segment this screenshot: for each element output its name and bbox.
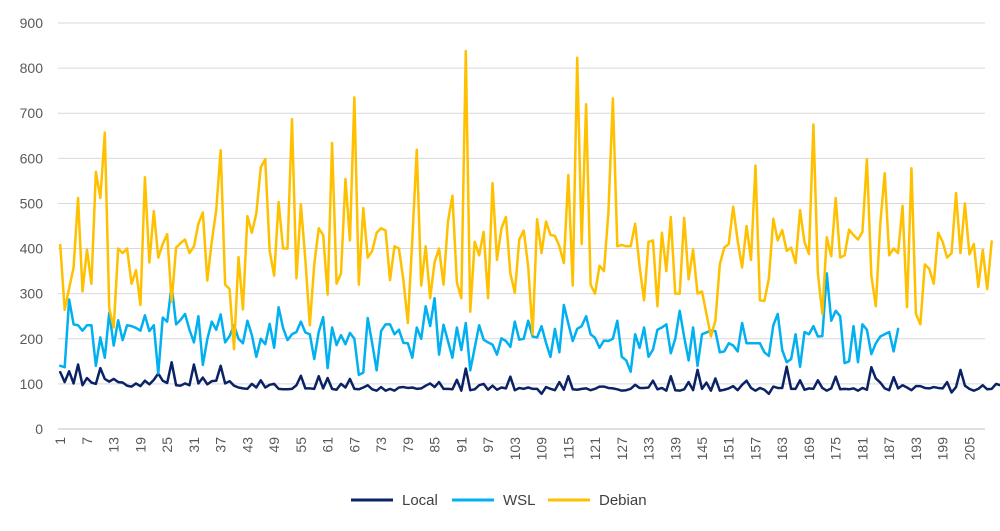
y-tick-label-700: 700 bbox=[20, 105, 44, 121]
x-tick-label-31: 31 bbox=[186, 437, 202, 453]
gridlines bbox=[58, 22, 985, 385]
x-tick-label-181: 181 bbox=[854, 437, 870, 461]
x-tick-label-79: 79 bbox=[400, 437, 416, 453]
y-tick-label-600: 600 bbox=[20, 150, 44, 166]
series-lines bbox=[58, 49, 1000, 396]
x-tick-label-145: 145 bbox=[694, 437, 710, 461]
x-tick-label-115: 115 bbox=[560, 437, 576, 460]
x-tick-label-73: 73 bbox=[373, 437, 389, 453]
x-tick-label-25: 25 bbox=[159, 437, 175, 453]
x-tick-label-163: 163 bbox=[774, 437, 790, 461]
x-tick-label-109: 109 bbox=[534, 437, 550, 461]
x-tick-label-169: 169 bbox=[801, 437, 817, 461]
legend: Local WSL Debian bbox=[351, 492, 647, 509]
x-tick-label-157: 157 bbox=[747, 437, 763, 461]
x-tick-label-37: 37 bbox=[213, 437, 229, 453]
x-tick-label-199: 199 bbox=[935, 437, 951, 461]
x-tick-label-91: 91 bbox=[453, 437, 469, 453]
y-tick-label-300: 300 bbox=[20, 286, 44, 302]
x-axis-tick-labels: 1 7 13 19 25 31 37 43 49 55 61 67 73 79 85 91 97 103 109 11… bbox=[52, 437, 977, 461]
x-tick-label-127: 127 bbox=[614, 437, 630, 461]
x-tick-label-43: 43 bbox=[239, 437, 255, 453]
y-axis-tick-labels: 0 100 200 300 400 500 600 700 800 900 bbox=[20, 15, 44, 437]
series-line-local bbox=[58, 360, 1000, 396]
x-tick-label-151: 151 bbox=[721, 437, 737, 461]
y-tick-label-900: 900 bbox=[20, 15, 44, 31]
y-tick-label-100: 100 bbox=[20, 376, 44, 392]
x-tick-label-103: 103 bbox=[507, 437, 523, 461]
x-tick-label-133: 133 bbox=[641, 437, 657, 461]
y-tick-label-400: 400 bbox=[20, 241, 44, 257]
y-tick-label-0: 0 bbox=[35, 421, 43, 437]
y-tick-label-800: 800 bbox=[20, 60, 44, 76]
x-tick-label-85: 85 bbox=[427, 437, 443, 453]
x-tick-label-187: 187 bbox=[881, 437, 897, 461]
x-tick-label-205: 205 bbox=[961, 437, 977, 461]
x-tick-label-139: 139 bbox=[667, 437, 683, 461]
x-tick-label-193: 193 bbox=[908, 437, 924, 461]
legend-label-debian: Debian bbox=[599, 492, 647, 509]
x-tick-label-13: 13 bbox=[106, 437, 122, 453]
x-tick-label-121: 121 bbox=[587, 437, 603, 461]
y-tick-label-200: 200 bbox=[20, 331, 44, 347]
x-tick-label-49: 49 bbox=[266, 437, 282, 453]
legend-label-wsl: WSL bbox=[503, 492, 536, 509]
series-line-wsl bbox=[58, 272, 900, 377]
y-tick-label-500: 500 bbox=[20, 195, 44, 211]
x-tick-label-7: 7 bbox=[79, 437, 95, 445]
legend-label-local: Local bbox=[402, 492, 438, 509]
x-tick-label-61: 61 bbox=[320, 437, 336, 453]
x-tick-label-1: 1 bbox=[52, 437, 68, 445]
x-tick-label-19: 19 bbox=[132, 437, 148, 453]
x-tick-label-97: 97 bbox=[480, 437, 496, 453]
x-tick-label-55: 55 bbox=[293, 437, 309, 453]
series-line-debian bbox=[58, 49, 993, 351]
x-tick-label-67: 67 bbox=[346, 437, 362, 453]
x-tick-label-175: 175 bbox=[828, 437, 844, 461]
